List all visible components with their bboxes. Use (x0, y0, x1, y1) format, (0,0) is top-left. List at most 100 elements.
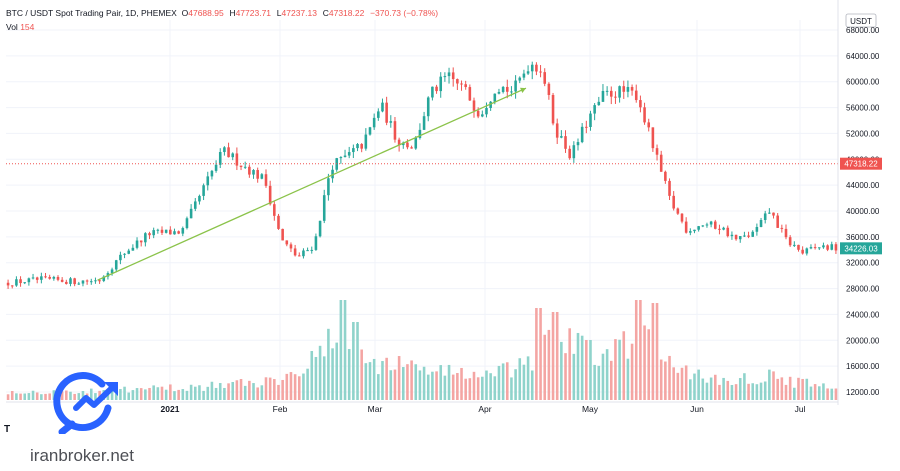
candle-body (285, 240, 289, 245)
candle-body (817, 247, 821, 249)
candle-body (439, 76, 443, 92)
candle-body (560, 136, 563, 138)
volume-bar (763, 381, 767, 400)
currency-label: USDT (850, 17, 872, 26)
current-price-tag (840, 242, 882, 255)
y-tick-label: 16000.00 (846, 362, 880, 371)
volume-bar (73, 393, 76, 400)
candle-body (393, 121, 397, 140)
candle-body (543, 72, 547, 84)
volume-bar (414, 364, 418, 400)
volume-bar (713, 374, 717, 400)
volume-bar (177, 389, 180, 400)
volume-bar (680, 367, 684, 400)
volume-bar (385, 357, 388, 400)
candle-body (360, 144, 363, 149)
candle-body (181, 228, 185, 234)
candle-body (27, 278, 31, 283)
volume-bar (264, 377, 268, 400)
candle-body (518, 77, 522, 81)
candle-body (763, 213, 767, 221)
candle-body (822, 245, 825, 248)
candle-body (797, 244, 800, 250)
candle-body (310, 249, 314, 251)
candle-body (214, 164, 218, 171)
candle-body (268, 185, 272, 205)
volume-bar (460, 367, 463, 400)
volume-bar (668, 355, 671, 400)
y-tick-label: 56000.00 (846, 104, 880, 113)
candle-body (31, 277, 35, 279)
candle-body (722, 227, 725, 230)
volume-bar (813, 384, 817, 400)
candle-body (302, 250, 305, 257)
candle-body (522, 73, 526, 78)
candle-body (551, 94, 555, 124)
change-value: −370.73 (−0.78%) (370, 8, 439, 18)
x-tick-label: Feb (273, 404, 288, 414)
candle-body (40, 276, 43, 280)
volume-bar (747, 383, 750, 400)
volume-bar (10, 390, 14, 400)
candle-body (580, 126, 584, 143)
candle-body (485, 107, 488, 115)
volume-bar (443, 375, 447, 400)
volume-bar (755, 384, 759, 400)
candle-body (364, 134, 368, 149)
candle-body (347, 152, 351, 156)
volume-bar (152, 385, 155, 400)
volume-bar (401, 367, 405, 400)
volume-bar (397, 356, 401, 400)
volume-bar (693, 373, 696, 400)
candle-body (805, 248, 809, 254)
volume-value: 154 (20, 22, 35, 32)
y-tick-label: 28000.00 (846, 285, 880, 294)
candle-body (468, 87, 472, 101)
volume-bar (169, 384, 172, 400)
candle-body (123, 253, 126, 255)
volume-bar (252, 383, 255, 400)
candle-body (759, 220, 763, 227)
y-tick-label: 24000.00 (846, 310, 880, 319)
candle-body (381, 102, 384, 112)
volume-bar (131, 390, 135, 400)
candle-body (389, 121, 393, 123)
candle-body (277, 215, 280, 229)
volume-bar (510, 377, 513, 400)
trendline-arrow (520, 87, 526, 93)
candle-body (223, 147, 226, 153)
volume-bar (634, 300, 638, 400)
volume-bar (119, 389, 122, 400)
volume-bar (243, 385, 247, 400)
volume-bar (547, 329, 551, 400)
candle-body (56, 276, 60, 280)
candle-body (144, 233, 147, 243)
volume-bar (626, 358, 630, 400)
volume-bar (514, 369, 517, 400)
volume-bar (572, 353, 576, 400)
volume-bar (293, 374, 297, 400)
volume-bar (139, 388, 143, 400)
candle-body (788, 237, 792, 246)
volume-bar (35, 392, 39, 400)
candle-body (672, 195, 675, 209)
candle-body (680, 213, 684, 222)
candle-body (248, 166, 251, 175)
candle-body (755, 226, 759, 232)
volume-bar (381, 361, 384, 400)
candle-body (173, 231, 176, 235)
candle-body (776, 215, 779, 228)
pair-title: BTC / USDT Spot Trading Pair, 1D, PHEMEX (6, 8, 177, 18)
candle-body (456, 79, 459, 84)
candle-body (718, 228, 721, 230)
candle-body (555, 123, 559, 138)
volume-bar (543, 334, 547, 400)
volume-bar (123, 386, 126, 400)
candle-body (10, 285, 14, 287)
candle-body (94, 280, 97, 282)
volume-bar (289, 372, 293, 400)
candle-body (119, 254, 122, 261)
volume-bar (684, 365, 688, 400)
